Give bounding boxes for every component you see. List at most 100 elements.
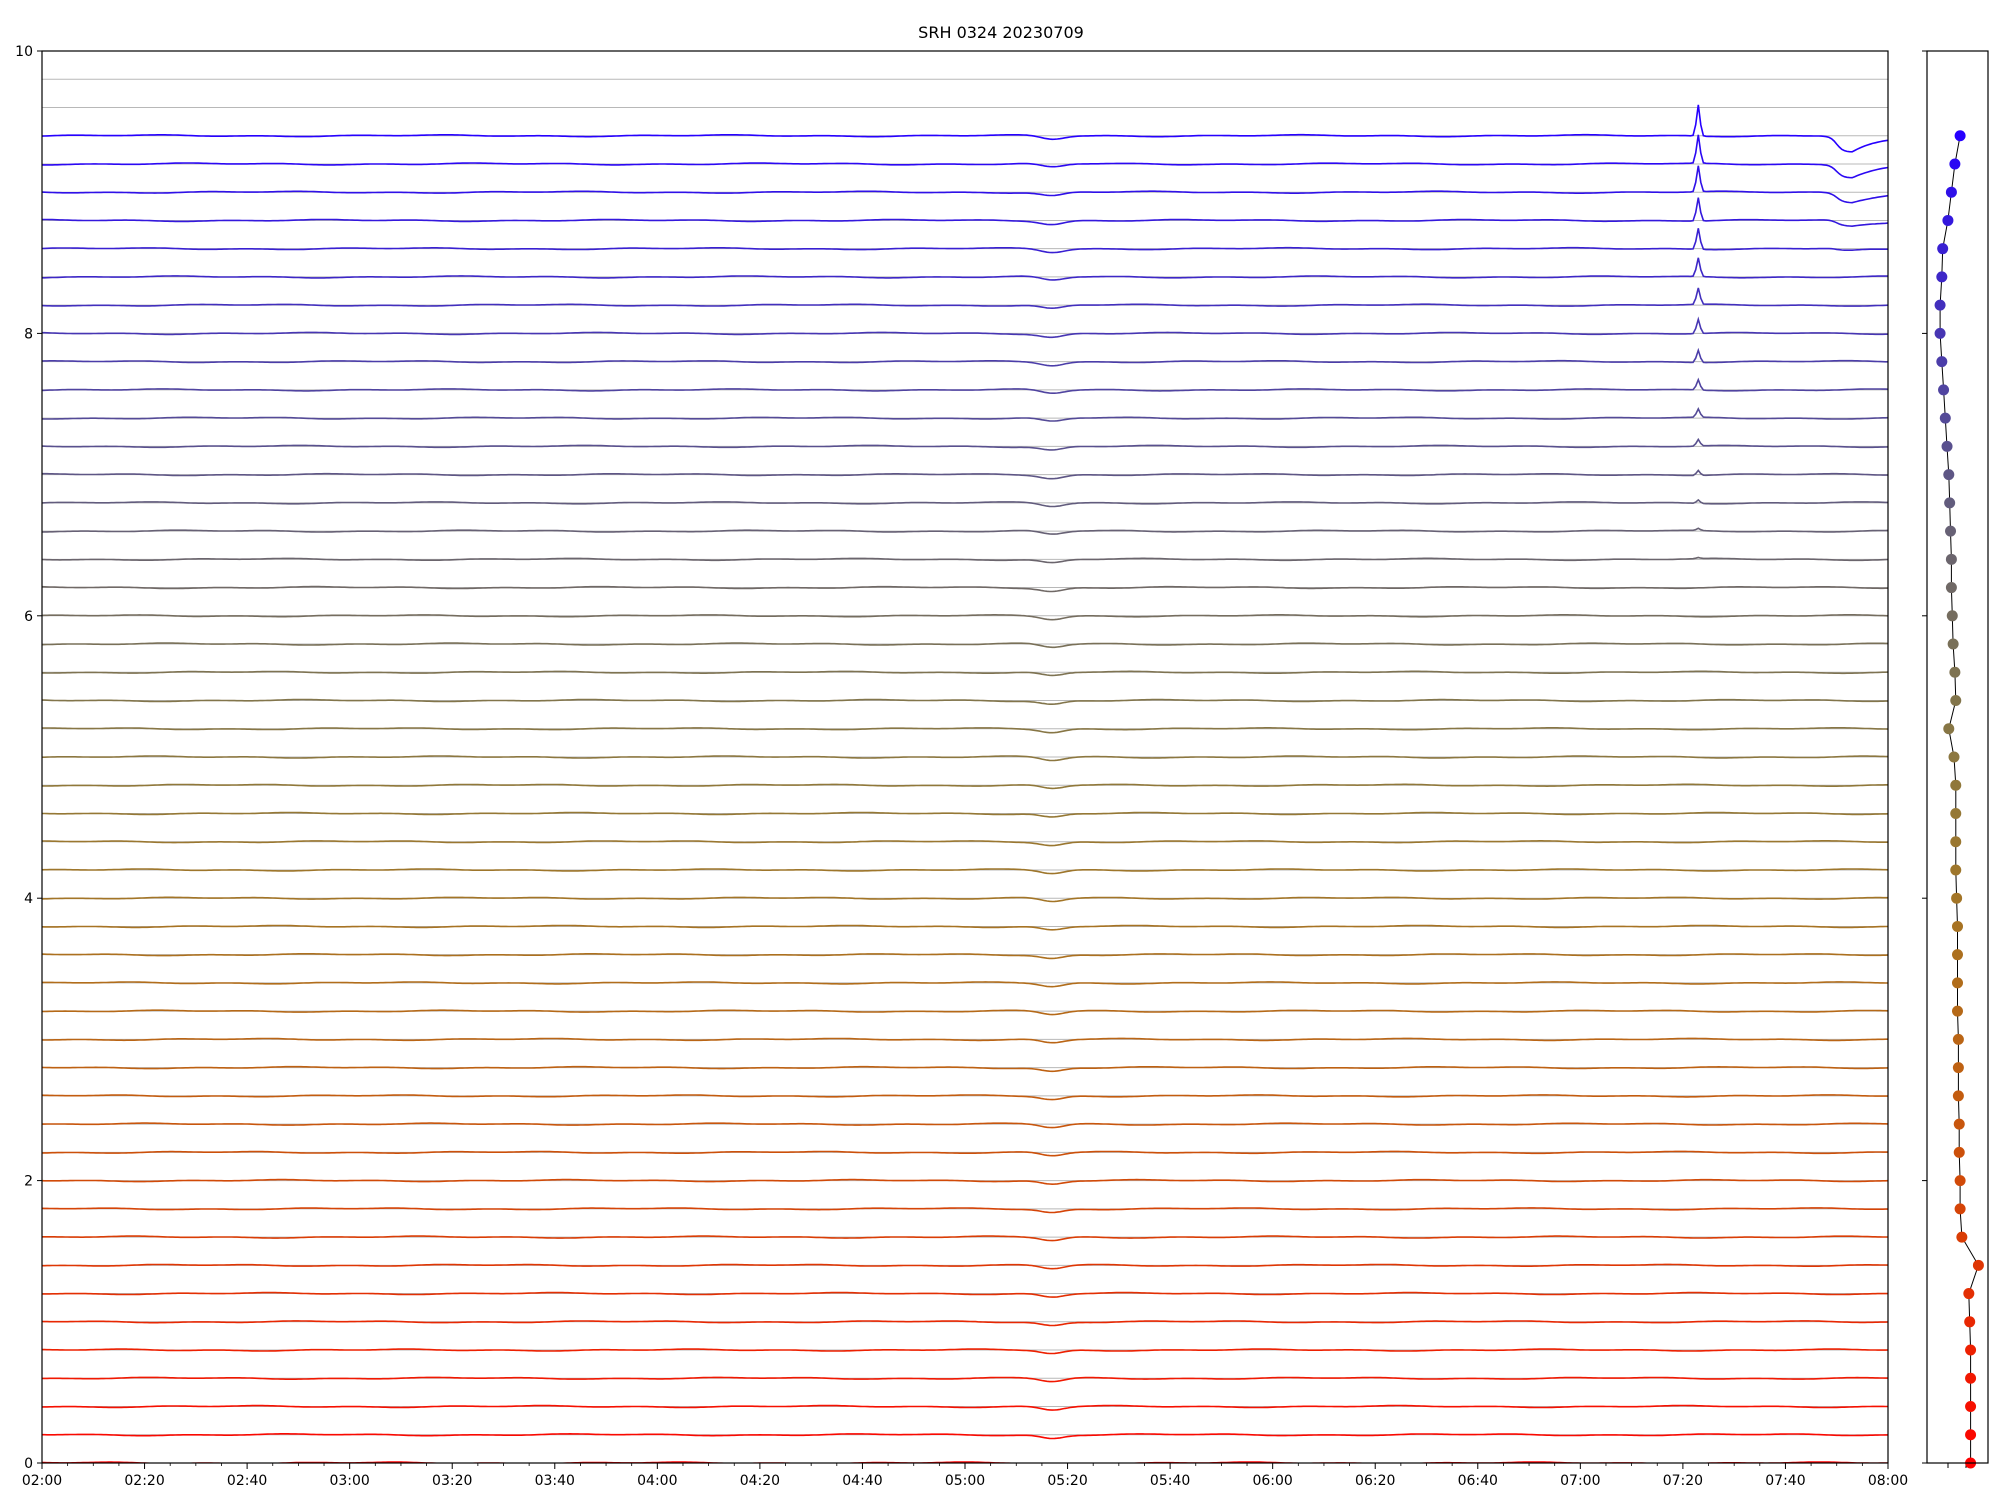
trace-31 bbox=[42, 585, 1888, 593]
side-point-38 bbox=[1938, 384, 1950, 396]
side-point-9 bbox=[1954, 1203, 1966, 1215]
trace-43 bbox=[42, 228, 1888, 254]
side-point-7 bbox=[1972, 1259, 1984, 1271]
x-tick-label-11: 05:40 bbox=[1150, 1473, 1190, 1489]
y-tick-label-3: 6 bbox=[24, 609, 33, 625]
trace-20 bbox=[42, 896, 1888, 903]
side-point-11 bbox=[1953, 1146, 1965, 1158]
x-axis: 02:00 02:20 02:40 03:00 03:20 03:40 04:00 04:20… bbox=[22, 1463, 1908, 1489]
trace-24 bbox=[42, 783, 1888, 790]
x-tick-label-2: 02:40 bbox=[227, 1473, 267, 1489]
trace-34 bbox=[42, 498, 1888, 508]
side-point-13 bbox=[1952, 1090, 1964, 1102]
side-point-39 bbox=[1936, 356, 1948, 368]
side-point-42 bbox=[1936, 271, 1948, 283]
x-tick-label-3: 03:00 bbox=[329, 1473, 369, 1489]
x-tick-label-12: 06:00 bbox=[1252, 1473, 1292, 1489]
x-tick-label-14: 06:40 bbox=[1458, 1473, 1498, 1489]
side-point-26 bbox=[1943, 723, 1955, 735]
trace-23 bbox=[42, 811, 1888, 818]
x-tick-label-17: 07:40 bbox=[1765, 1473, 1805, 1489]
side-point-20 bbox=[1951, 892, 1963, 904]
x-tick-label-9: 05:00 bbox=[945, 1473, 985, 1489]
y-tick-label-4: 8 bbox=[24, 326, 33, 342]
side-point-37 bbox=[1939, 412, 1951, 424]
side-point-16 bbox=[1952, 1005, 1963, 1017]
side-point-22 bbox=[1950, 836, 1962, 848]
trace-25 bbox=[42, 755, 1888, 762]
x-tick-label-18: 08:00 bbox=[1868, 1473, 1908, 1489]
trace-18 bbox=[42, 952, 1888, 960]
side-point-12 bbox=[1953, 1118, 1965, 1130]
trace-21 bbox=[42, 868, 1888, 875]
trace-1 bbox=[42, 1432, 1888, 1440]
trace-44 bbox=[42, 197, 1888, 228]
trace-3 bbox=[42, 1376, 1888, 1383]
traces bbox=[42, 104, 1888, 1463]
x-tick-label-16: 07:20 bbox=[1663, 1473, 1703, 1489]
x-tick-label-15: 07:00 bbox=[1560, 1473, 1600, 1489]
side-panel-frame bbox=[1926, 50, 1989, 1464]
side-point-30 bbox=[1946, 610, 1958, 622]
side-point-17 bbox=[1952, 977, 1963, 989]
side-point-41 bbox=[1934, 299, 1946, 311]
side-point-35 bbox=[1943, 469, 1955, 481]
trace-41 bbox=[42, 287, 1888, 310]
x-tick-label-1: 02:20 bbox=[124, 1473, 164, 1489]
trace-11 bbox=[42, 1150, 1888, 1157]
side-point-28 bbox=[1949, 666, 1961, 678]
side-panel bbox=[1922, 50, 1989, 1469]
x-tick-label-7: 04:20 bbox=[740, 1473, 780, 1489]
side-point-34 bbox=[1944, 497, 1956, 509]
trace-42 bbox=[42, 257, 1888, 281]
trace-29 bbox=[42, 642, 1888, 649]
side-point-40 bbox=[1934, 327, 1946, 339]
x-tick-label-10: 05:20 bbox=[1047, 1473, 1087, 1489]
side-panel-markers bbox=[1934, 130, 1984, 1469]
side-point-23 bbox=[1950, 807, 1962, 819]
y-tick-label-0: 0 bbox=[24, 1456, 33, 1472]
side-point-19 bbox=[1952, 920, 1963, 932]
y-axis: 0 2 4 6 8 10 bbox=[15, 44, 42, 1472]
side-point-27 bbox=[1950, 695, 1962, 707]
trace-45 bbox=[42, 165, 1888, 204]
trace-36 bbox=[42, 437, 1888, 451]
side-point-18 bbox=[1952, 949, 1963, 961]
trace-35 bbox=[42, 469, 1888, 480]
trace-30 bbox=[42, 613, 1888, 621]
trace-2 bbox=[42, 1404, 1888, 1411]
trace-16 bbox=[42, 1009, 1888, 1016]
side-point-5 bbox=[1964, 1316, 1976, 1328]
trace-27 bbox=[42, 698, 1888, 706]
side-point-1 bbox=[1965, 1429, 1977, 1441]
trace-47 bbox=[42, 104, 1888, 153]
trace-37 bbox=[42, 407, 1888, 422]
side-point-3 bbox=[1965, 1372, 1977, 1384]
x-tick-label-8: 04:40 bbox=[842, 1473, 882, 1489]
side-point-47 bbox=[1954, 130, 1966, 142]
trace-12 bbox=[42, 1122, 1888, 1129]
side-point-24 bbox=[1950, 779, 1962, 791]
trace-14 bbox=[42, 1065, 1888, 1073]
side-panel-ticks bbox=[1922, 50, 1967, 1468]
trace-6 bbox=[42, 1291, 1888, 1298]
side-point-2 bbox=[1965, 1401, 1977, 1413]
x-tick-label-4: 03:20 bbox=[432, 1473, 472, 1489]
side-point-8 bbox=[1956, 1231, 1968, 1243]
trace-5 bbox=[42, 1320, 1888, 1327]
side-point-21 bbox=[1950, 864, 1962, 876]
y-tick-label-2: 4 bbox=[24, 891, 33, 907]
trace-32 bbox=[42, 556, 1888, 564]
side-point-33 bbox=[1945, 525, 1957, 537]
trace-40 bbox=[42, 316, 1888, 339]
side-point-4 bbox=[1965, 1344, 1977, 1356]
trace-39 bbox=[42, 347, 1888, 367]
trace-19 bbox=[42, 924, 1888, 931]
trace-17 bbox=[42, 981, 1888, 988]
trace-46 bbox=[42, 134, 1888, 179]
side-point-44 bbox=[1942, 214, 1954, 226]
trace-22 bbox=[42, 839, 1888, 847]
trace-33 bbox=[42, 527, 1888, 535]
